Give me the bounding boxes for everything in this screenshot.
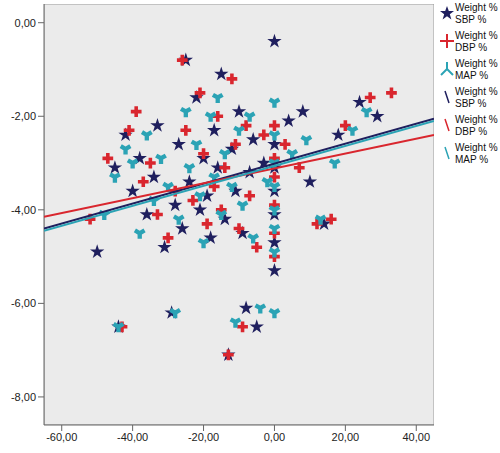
html-text:Weight % DBP %: Weight % DBP % — [455, 30, 498, 53]
svg-text:-2,00: -2,00 — [11, 110, 36, 122]
svg-text:-40,00: -40,00 — [117, 431, 148, 443]
html-text:Weight % SBP %: Weight % SBP % — [455, 86, 498, 109]
html-text:Weight % MAP %: Weight % MAP % — [455, 58, 498, 81]
svg-text:40,00: 40,00 — [403, 431, 431, 443]
svg-text:-8,00: -8,00 — [11, 391, 36, 403]
html-text:Weight % MAP %: Weight % MAP % — [455, 142, 498, 165]
html-text:Weight % SBP %: Weight % SBP % — [455, 2, 498, 25]
svg-text:0,00: 0,00 — [264, 431, 285, 443]
svg-text:-6,00: -6,00 — [11, 297, 36, 309]
svg-text:0,00: 0,00 — [15, 17, 36, 29]
svg-text:-4,00: -4,00 — [11, 204, 36, 216]
svg-text:20,00: 20,00 — [332, 431, 360, 443]
svg-text:-60,00: -60,00 — [46, 431, 77, 443]
svg-text:-20,00: -20,00 — [188, 431, 219, 443]
html-text:Weight % DBP %: Weight % DBP % — [455, 114, 498, 137]
